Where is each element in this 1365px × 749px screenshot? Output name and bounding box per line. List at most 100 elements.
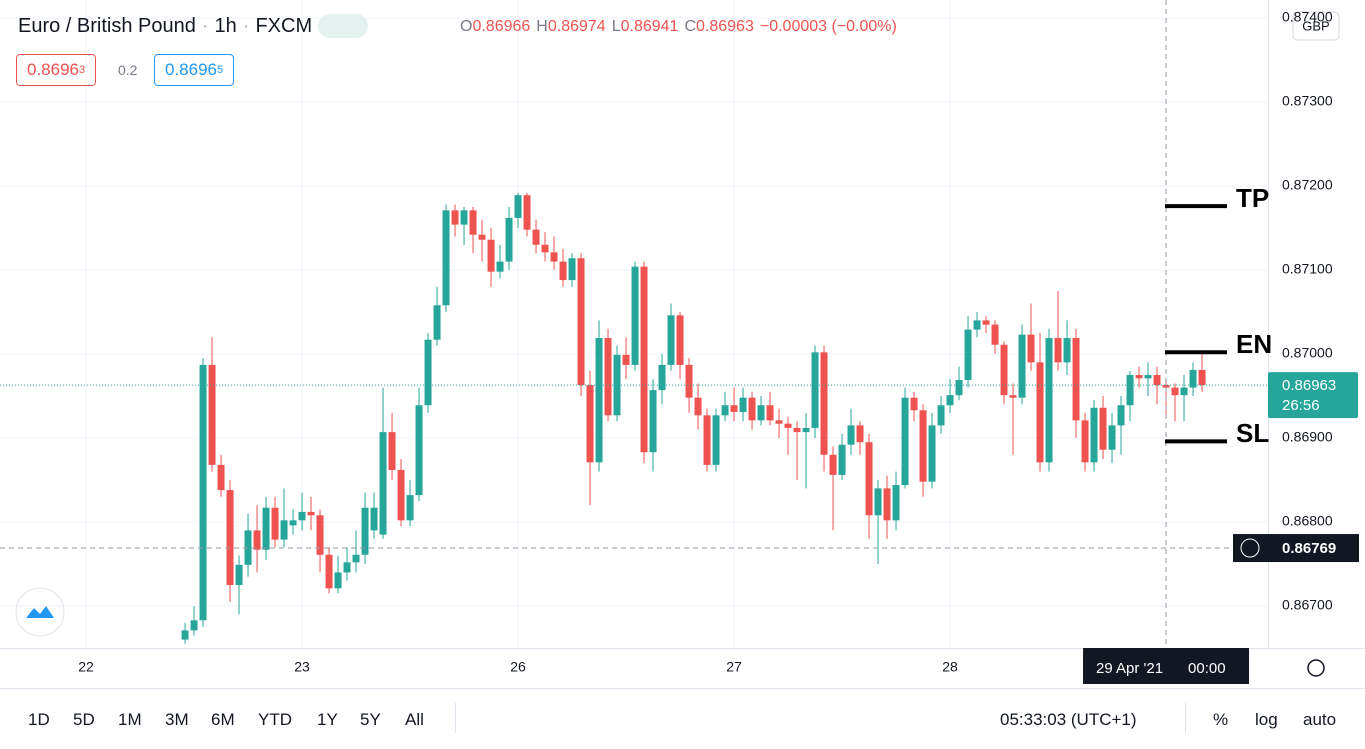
candle-body <box>397 469 405 521</box>
candle-body <box>424 339 432 406</box>
ohlc-change: −0.00003 (−0.00%) <box>759 18 897 35</box>
candle-body <box>1144 374 1152 379</box>
candle-body <box>1072 338 1080 421</box>
candle-body <box>253 530 261 550</box>
x-tick-label: 23 <box>294 659 310 675</box>
separator <box>1185 703 1186 733</box>
interval[interactable]: 1h <box>214 14 237 37</box>
range-button[interactable]: 1M <box>118 710 142 729</box>
scale-option[interactable]: % <box>1213 710 1229 729</box>
time-axis-border <box>0 648 1365 649</box>
candle-body <box>658 364 666 391</box>
range-button[interactable]: 3M <box>165 710 189 729</box>
bid-box[interactable]: 0.8696 3 <box>16 54 97 86</box>
candle-body <box>1135 374 1143 379</box>
crosshair-time-box <box>1083 648 1250 684</box>
candle-body <box>784 423 792 428</box>
exchange: FXCM <box>255 14 313 37</box>
candle-body <box>811 352 819 428</box>
candle-body <box>1198 369 1206 386</box>
x-tick-label: 27 <box>726 659 742 675</box>
candle-body <box>1108 425 1116 450</box>
y-tick-label: 0.87200 <box>1282 177 1333 193</box>
candle-body <box>388 432 396 470</box>
candle-body <box>748 397 756 421</box>
candle-body <box>892 485 900 521</box>
candle-body <box>757 405 765 421</box>
candle-body <box>208 364 216 465</box>
ohlc-item: C0.86963 <box>684 18 753 36</box>
spread: 0.2 <box>118 62 138 78</box>
ohlc-value: 0.86966 <box>472 18 531 35</box>
candle-body <box>307 511 315 516</box>
candle-body <box>847 425 855 445</box>
candle-body <box>856 425 864 443</box>
candle-body <box>919 410 927 482</box>
candle-body <box>1063 338 1071 363</box>
range-button[interactable]: YTD <box>258 710 292 729</box>
range-button[interactable]: 5D <box>73 710 95 729</box>
last-price-label: 0.86963 <box>1282 377 1336 394</box>
candle-body <box>1045 338 1053 463</box>
candle-body <box>469 210 477 235</box>
candle-body <box>334 572 342 589</box>
candle-body <box>865 442 873 516</box>
ask-box[interactable]: 0.8696 5 <box>154 54 235 86</box>
status-pill <box>318 14 369 38</box>
x-tick-label: 26 <box>510 659 526 675</box>
settings-icon[interactable] <box>1307 659 1325 677</box>
candle-body <box>568 258 576 281</box>
logo[interactable] <box>15 587 65 637</box>
plot-layer <box>0 0 1268 648</box>
candle-body <box>820 352 828 455</box>
candle-body <box>1180 387 1188 396</box>
range-button[interactable]: 1D <box>28 710 50 729</box>
ohlc-label: L <box>611 18 621 35</box>
ohlc-item: L0.86941 <box>612 18 679 36</box>
annotation-label: TP <box>1236 183 1269 213</box>
candle-body <box>604 338 612 416</box>
scale-option[interactable]: log <box>1255 710 1278 729</box>
candle-body <box>217 464 225 491</box>
candle-body <box>451 210 459 225</box>
ohlc-value: 0.86974 <box>547 18 606 35</box>
currency-box[interactable] <box>1292 11 1340 41</box>
candle-body <box>550 252 558 262</box>
y-tick-label: 0.87300 <box>1282 93 1333 109</box>
candle-body <box>802 427 810 433</box>
candle-body <box>316 515 324 555</box>
candle-body <box>514 195 522 218</box>
candle-body <box>199 364 207 621</box>
crosshair-plus <box>1240 538 1260 558</box>
x-tick-label: 28 <box>942 659 958 675</box>
candle-body <box>478 234 486 240</box>
crosshair-time: 00:00 <box>1188 660 1226 677</box>
candle-body <box>559 261 567 281</box>
range-button[interactable]: 5Y <box>360 710 381 729</box>
clock: 05:33:03 (UTC+1) <box>1000 710 1137 729</box>
candle-body <box>235 564 243 585</box>
range-button[interactable]: 6M <box>211 710 235 729</box>
symbol: Euro / British Pound <box>18 14 196 37</box>
y-tick-label: 0.86700 <box>1282 597 1333 613</box>
ohlc-item: O0.86966 <box>460 18 530 36</box>
candle-body <box>991 324 999 345</box>
range-button[interactable]: 1Y <box>317 710 338 729</box>
candle-body <box>928 425 936 482</box>
crosshair-price: 0.86769 <box>1282 540 1336 557</box>
candle-body <box>631 266 639 365</box>
candle-body <box>532 229 540 245</box>
candle-body <box>838 444 846 475</box>
candle-body <box>181 630 189 640</box>
currency: GBP <box>1302 18 1329 33</box>
ask-pip: 5 <box>217 64 224 76</box>
range-button[interactable]: All <box>405 710 424 729</box>
candle-body <box>505 217 513 262</box>
candle-body <box>433 305 441 340</box>
candle-body <box>649 390 657 453</box>
candle-body <box>685 364 693 398</box>
scale-option[interactable]: auto <box>1303 710 1337 729</box>
candle-body <box>973 320 981 330</box>
candle-body <box>1171 387 1179 396</box>
